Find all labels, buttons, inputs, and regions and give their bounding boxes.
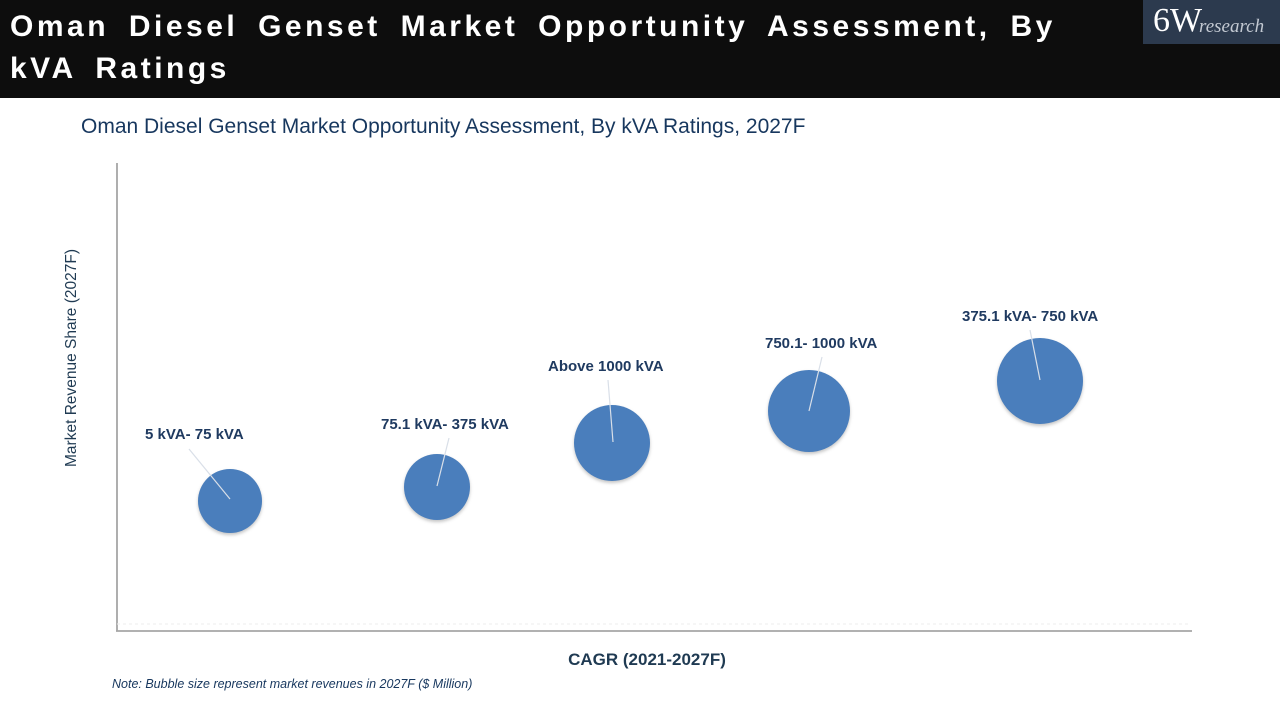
x-axis-label: CAGR (2021-2027F) <box>568 650 726 669</box>
page-title-line2: kVA Ratings <box>10 52 230 85</box>
bubble-1 <box>198 469 262 533</box>
chart-note: Note: Bubble size represent market reven… <box>112 677 473 691</box>
bubble-label-375kva-750kva: 375.1 kVA- 750 kVA <box>962 308 1099 325</box>
y-axis-label: Market Revenue Share (2027F) <box>63 249 80 467</box>
page-title-line1: Oman Diesel Genset Market Opportunity As… <box>10 10 1056 43</box>
bubble-2 <box>404 454 470 520</box>
logo-sub-text: research <box>1199 16 1265 37</box>
page-title: Oman Diesel Genset Market Opportunity As… <box>10 6 1056 90</box>
header-bar: Oman Diesel Genset Market Opportunity As… <box>0 0 1280 98</box>
bubble-label-750kva-1000kva: 750.1- 1000 kVA <box>765 335 878 352</box>
leader-line-1 <box>188 448 231 500</box>
logo-6wresearch: 6W research <box>1143 0 1280 44</box>
leader-line-4 <box>808 356 823 412</box>
bubble-3 <box>574 405 650 481</box>
bubble-layer <box>188 329 1083 533</box>
logo-main-text: 6W <box>1153 2 1203 39</box>
leader-line-3 <box>607 379 614 443</box>
bubble-label-5kva-75kva: 5 kVA- 75 kVA <box>145 426 244 443</box>
bubble-label-above-1000kva: Above 1000 kVA <box>548 358 664 375</box>
bubble-label-75kva-375kva: 75.1 kVA- 375 kVA <box>381 416 509 433</box>
leader-line-2 <box>436 437 450 487</box>
leader-line-5 <box>1029 329 1041 381</box>
chart-title: Oman Diesel Genset Market Opportunity As… <box>81 115 806 138</box>
bubble-5 <box>997 338 1083 424</box>
